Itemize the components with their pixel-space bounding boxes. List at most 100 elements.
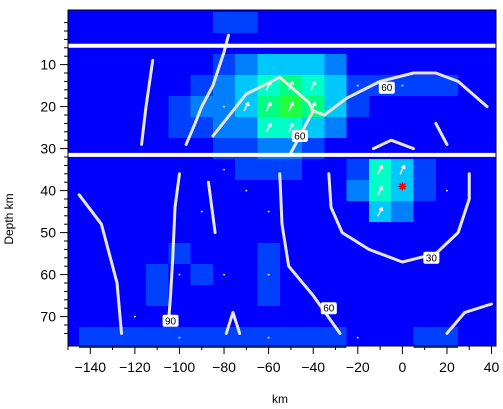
contour-line	[371, 138, 416, 151]
contour-label-background	[423, 251, 440, 264]
heatmap-cell	[79, 327, 102, 349]
contour-line	[327, 172, 471, 264]
heatmap-cell	[346, 159, 369, 181]
contour-line	[206, 180, 217, 235]
heatmap-cell	[413, 159, 436, 181]
heatmap-cell	[257, 243, 280, 265]
contour-label: 60	[323, 304, 335, 315]
heatmap-cell	[168, 96, 191, 118]
y-tick-label: 30	[40, 141, 56, 157]
heatmap-cell	[257, 285, 280, 307]
y-axis: 10 20 30 40 50 60 70	[40, 22, 68, 334]
vector-arrow	[377, 206, 384, 217]
contour-line	[224, 310, 242, 335]
heatmap-cell	[391, 201, 414, 223]
heatmap-cell	[212, 327, 236, 349]
vector-arrow	[265, 101, 272, 112]
contour-label-background	[378, 81, 395, 94]
vector-dot	[356, 84, 359, 87]
contour-label-background	[162, 314, 179, 327]
y-tick-label: 40	[40, 183, 56, 199]
heatmap-cell	[190, 264, 213, 286]
heatmap-cell	[235, 159, 258, 181]
contour-label: 90	[165, 316, 177, 327]
vector-dot	[446, 189, 448, 192]
heatmap-plot: 60 60 30 90 60	[67, 9, 497, 349]
heatmap-cell	[413, 327, 436, 349]
heatmap-cell	[257, 159, 280, 181]
heatmap-cell	[324, 327, 347, 349]
x-tick-label: −100	[164, 359, 196, 375]
x-tick-label: −120	[119, 359, 151, 375]
y-tick-label: 20	[40, 99, 56, 115]
section-separators	[68, 43, 496, 157]
heatmap-cell	[212, 117, 236, 139]
heatmap-cell	[302, 54, 325, 76]
vector-glyphs	[133, 80, 448, 339]
vector-dot	[133, 315, 136, 318]
x-axis: −140 −120 −100 −80 −60 −40 −20 0 20 40	[67, 346, 500, 375]
x-tick-label: −140	[75, 359, 107, 375]
vector-arrow	[377, 185, 384, 196]
heatmap-cell	[391, 180, 414, 202]
x-tick-label: 40	[484, 359, 500, 375]
contour-line	[77, 193, 123, 335]
contour-label: 60	[294, 132, 306, 143]
x-tick-label: 20	[439, 359, 455, 375]
heatmap-cell	[435, 327, 459, 349]
vector-dot	[267, 273, 270, 276]
y-tick-label: 60	[40, 267, 56, 283]
heatmap-cell	[413, 75, 436, 97]
vector-arrow	[265, 122, 272, 133]
heatmap-cell	[101, 327, 124, 349]
heatmap-cell	[257, 54, 280, 76]
vector-dot	[401, 84, 404, 87]
contour-line	[445, 302, 494, 335]
heatmap-cell	[146, 285, 169, 307]
contour-label-background	[291, 130, 308, 142]
heatmap-cell	[279, 159, 303, 181]
contour-line	[434, 121, 449, 146]
vector-dot	[245, 189, 248, 192]
x-tick-label: −60	[257, 359, 281, 375]
vector-arrow	[243, 101, 250, 112]
vector-dot	[223, 273, 225, 276]
x-tick-label: −80	[212, 359, 236, 375]
heatmap-cell	[190, 327, 213, 349]
x-tick-label: −20	[346, 359, 370, 375]
heatmap-cell	[324, 117, 347, 139]
heatmap-cell	[123, 327, 147, 349]
y-tick-label: 70	[40, 309, 56, 325]
heatmap-cell	[346, 96, 369, 118]
heatmap-cell	[413, 180, 436, 202]
y-axis-label: Depth km	[2, 193, 16, 244]
heatmap-cell	[279, 54, 303, 76]
heatmap-cell	[235, 117, 258, 139]
x-tick-label: 0	[398, 359, 406, 375]
heatmap-cell	[279, 327, 303, 349]
vector-arrow	[377, 164, 384, 175]
contour-line	[166, 172, 181, 327]
heatmap-cell	[212, 75, 236, 97]
heatmap-cells	[79, 12, 459, 349]
x-axis-label: km	[272, 392, 288, 406]
heatmap-cell	[324, 54, 347, 76]
x-tick-label: −40	[301, 359, 325, 375]
plot-frame	[67, 9, 497, 347]
heatmap-cell	[146, 327, 169, 349]
contour-line	[211, 71, 489, 138]
heatmap-cell	[235, 54, 258, 76]
vector-dot	[223, 168, 225, 171]
vector-dot	[223, 105, 225, 108]
y-tick-label: 50	[40, 225, 56, 241]
vector-dot	[200, 210, 203, 213]
heatmap-cell	[235, 12, 258, 34]
contour-line	[140, 58, 155, 146]
vector-dot	[356, 336, 359, 339]
contour-label-background	[320, 302, 337, 315]
heatmap-cell	[212, 12, 236, 34]
y-tick-label: 10	[40, 57, 56, 73]
hypocenter-marker	[398, 182, 407, 191]
vector-dot	[267, 210, 270, 213]
